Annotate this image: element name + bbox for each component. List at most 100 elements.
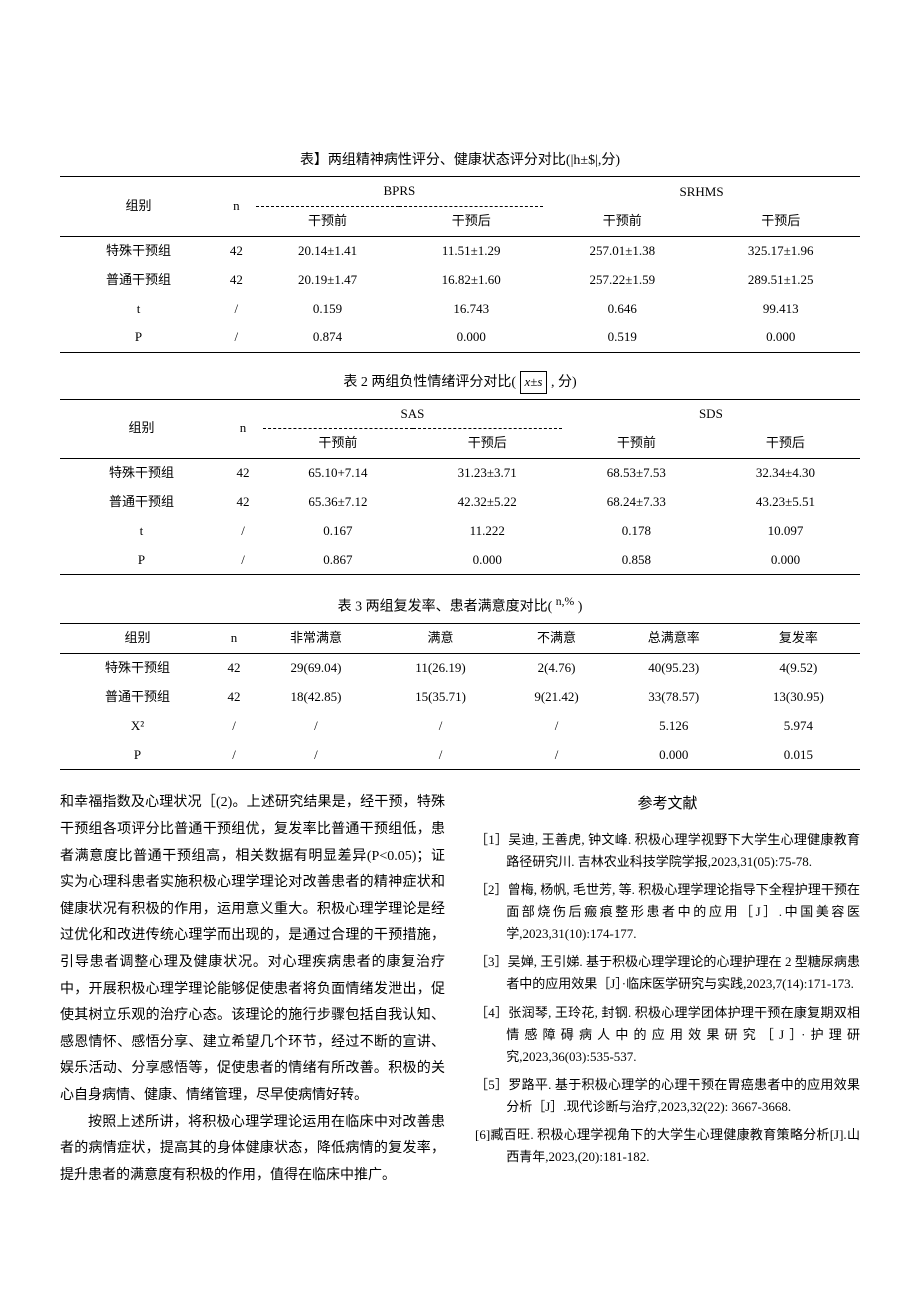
table-cell: /	[223, 546, 263, 575]
table-cell: /	[215, 741, 253, 770]
table-cell: 0.000	[711, 546, 860, 575]
table-cell: 0.178	[562, 517, 711, 546]
table-cell: 2(4.76)	[502, 654, 611, 683]
table-cell: 特殊干预组	[60, 654, 215, 683]
table-cell: 16.743	[399, 295, 543, 324]
table-cell: 42	[215, 654, 253, 683]
ref-item: ［5］罗路平. 基于积极心理学的心理干预在胃癌患者中的应用效果分析［J］.现代诊…	[475, 1074, 860, 1118]
t3-h-sat: 满意	[379, 624, 502, 654]
t1-h-n: n	[217, 177, 256, 237]
t2-cap-post: , 分)	[551, 375, 577, 390]
table-cell: /	[379, 712, 502, 741]
ref-item: ［4］张润琴, 王玲花, 封钢. 积极心理学团体护理干预在康复期双相情感障碍病人…	[475, 1002, 860, 1068]
t1-h-bprs-post: 干预后	[399, 207, 543, 237]
t3-h-unsat: 不满意	[502, 624, 611, 654]
body-p2: 按照上述所讲，将积极心理学理论运用在临床中对改善患者的病情症状，提高其的身体健康…	[60, 1110, 445, 1190]
table-cell: 特殊干预组	[60, 459, 223, 488]
t2-h-sds-post: 干预后	[711, 429, 860, 459]
table-cell: 0.000	[702, 323, 861, 352]
table-cell: 0.015	[737, 741, 860, 770]
table-cell: 0.874	[256, 323, 400, 352]
table-cell: 20.14±1.41	[256, 236, 400, 265]
references-title: 参考文献	[475, 790, 860, 819]
t2-cap-box: x±s	[520, 371, 548, 394]
table3: 组别 n 非常满意 满意 不满意 总满意率 复发率 特殊干预组 42 29(69…	[60, 623, 860, 770]
ref-item: ［2］曾梅, 杨帆, 毛世芳, 等. 积极心理学理论指导下全程护理干预在面部烧伤…	[475, 879, 860, 945]
t2-h-sas: SAS	[263, 399, 562, 429]
table-cell: 325.17±1.96	[702, 236, 861, 265]
table-cell: 29(69.04)	[253, 654, 379, 683]
t1-h-srhms-pre: 干预前	[543, 207, 701, 237]
table-cell: /	[253, 712, 379, 741]
t3-h-n: n	[215, 624, 253, 654]
table-cell: t	[60, 295, 217, 324]
t2-h-n: n	[223, 399, 263, 459]
table-cell: 普通干预组	[60, 266, 217, 295]
table-cell: 0.167	[263, 517, 413, 546]
table-cell: 0.000	[413, 546, 562, 575]
t3-cap-pre: 表 3 两组复发率、患者满意度对比(	[338, 600, 553, 615]
table-cell: 42	[217, 266, 256, 295]
table-cell: 9(21.42)	[502, 683, 611, 712]
table-cell: 15(35.71)	[379, 683, 502, 712]
table-cell: 65.36±7.12	[263, 488, 413, 517]
table-cell: /	[253, 741, 379, 770]
table-cell: 42.32±5.22	[413, 488, 562, 517]
t3-cap-sup: n,%	[556, 595, 574, 608]
ref-item: [6]臧百旺. 积极心理学视角下的大学生心理健康教育策略分析[J].山西青年,2…	[475, 1124, 860, 1168]
t1-h-group: 组别	[60, 177, 217, 237]
table-cell: 10.097	[711, 517, 860, 546]
t1-h-bprs: BPRS	[256, 177, 543, 207]
table-cell: /	[217, 295, 256, 324]
table-cell: 0.000	[399, 323, 543, 352]
table-cell: 11.222	[413, 517, 562, 546]
table-cell: 0.000	[611, 741, 737, 770]
references-list: ［1］吴迪, 王善虎, 钟文峰. 积极心理学视野下大学生心理健康教育路径研究川.…	[475, 829, 860, 1168]
t3-cap-post: )	[578, 600, 583, 615]
ref-item: ［3］吴婵, 王引娣. 基于积极心理学理论的心理护理在 2 型糖尿病患者中的应用…	[475, 951, 860, 995]
table1: 组别 n BPRS SRHMS 干预前 干预后 干预前 干预后 特殊干预组 42…	[60, 176, 860, 353]
table-cell: 33(78.57)	[611, 683, 737, 712]
table-cell: 31.23±3.71	[413, 459, 562, 488]
t1-h-srhms: SRHMS	[543, 177, 860, 207]
table-cell: /	[217, 323, 256, 352]
table3-caption: 表 3 两组复发率、患者满意度对比( n,% )	[60, 593, 860, 619]
table-cell: P	[60, 546, 223, 575]
t1-h-srhms-post: 干预后	[702, 207, 861, 237]
t2-h-sds: SDS	[562, 399, 860, 429]
table-cell: t	[60, 517, 223, 546]
table-cell: 普通干预组	[60, 683, 215, 712]
table-cell: P	[60, 323, 217, 352]
table-cell: 68.24±7.33	[562, 488, 711, 517]
t2-h-sas-post: 干预后	[413, 429, 562, 459]
ref-item: ［1］吴迪, 王善虎, 钟文峰. 积极心理学视野下大学生心理健康教育路径研究川.…	[475, 829, 860, 873]
t3-h-recur: 复发率	[737, 624, 860, 654]
table-cell: /	[502, 741, 611, 770]
table-cell: 99.413	[702, 295, 861, 324]
table-cell: 43.23±5.51	[711, 488, 860, 517]
table-cell: 5.974	[737, 712, 860, 741]
table1-caption: 表】两组精神病性评分、健康状态评分对比(|h±$|,分)	[60, 150, 860, 172]
t2-h-sds-pre: 干预前	[562, 429, 711, 459]
table-cell: 20.19±1.47	[256, 266, 400, 295]
table-cell: /	[379, 741, 502, 770]
t1-h-bprs-pre: 干预前	[256, 207, 400, 237]
table-cell: 32.34±4.30	[711, 459, 860, 488]
table-cell: 42	[215, 683, 253, 712]
table-cell: /	[215, 712, 253, 741]
table-cell: 4(9.52)	[737, 654, 860, 683]
t2-h-sas-pre: 干预前	[263, 429, 413, 459]
table-cell: 42	[223, 488, 263, 517]
table2-caption: 表 2 两组负性情绪评分对比( x±s , 分)	[60, 371, 860, 394]
table-cell: P	[60, 741, 215, 770]
t2-cap-pre: 表 2 两组负性情绪评分对比(	[343, 375, 516, 390]
table-cell: 0.858	[562, 546, 711, 575]
table-cell: 65.10+7.14	[263, 459, 413, 488]
table-cell: 18(42.85)	[253, 683, 379, 712]
body-columns: 和幸福指数及心理状况［(2)。上述研究结果是，经干预，特殊干预组各项评分比普通干…	[60, 790, 860, 1189]
table-cell: 289.51±1.25	[702, 266, 861, 295]
table-cell: 42	[223, 459, 263, 488]
table-cell: /	[223, 517, 263, 546]
body-p1: 和幸福指数及心理状况［(2)。上述研究结果是，经干预，特殊干预组各项评分比普通干…	[60, 790, 445, 1109]
t2-h-group: 组别	[60, 399, 223, 459]
